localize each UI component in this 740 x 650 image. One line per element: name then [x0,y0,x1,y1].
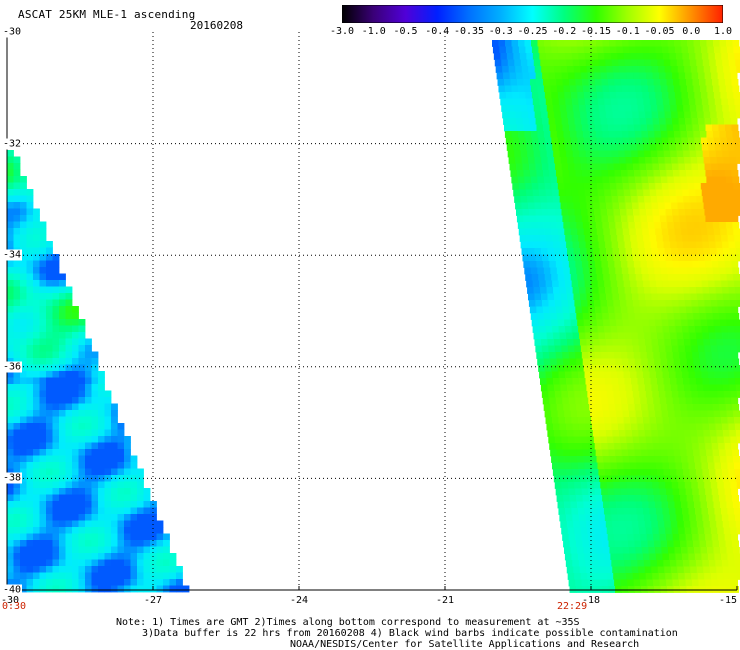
colorbar-tick-label: 0.0 [682,26,701,37]
colorbar-tick-label: -0.25 [517,26,548,37]
colorbar-tick-label: -1.0 [361,26,386,37]
latitude-label: -34 [2,249,23,261]
colorbar-tick-label: 1.0 [713,26,733,37]
map-grid [7,32,737,590]
colorbar-tick-label: -0.4 [425,26,450,37]
longitude-label: -24 [289,595,309,606]
map-date: 20160208 [190,19,243,32]
pass-time-left: 0:30 [2,601,27,612]
colorbar [342,5,723,23]
map-title: ASCAT 25KM MLE-1 ascending [18,8,196,21]
latitude-label: -40 [2,584,23,596]
footnote-line-1: Note: 1) Times are GMT 2)Times along bot… [116,617,580,628]
longitude-label: -18 [581,595,601,606]
longitude-label: -21 [435,595,455,606]
colorbar-tick-label: -0.5 [393,26,418,37]
footnote-line-2: 3)Data buffer is 22 hrs from 20160208 4)… [142,628,678,639]
latitude-label: -38 [2,472,23,484]
colorbar-tick-label: -0.15 [580,26,612,37]
latitude-label: -32 [2,138,23,150]
latitude-label: -30 [2,26,23,38]
colorbar-tick-label: -0.3 [488,26,513,37]
colorbar-gradient [342,5,723,23]
colorbar-tick-label: -3.0 [329,26,355,37]
colorbar-tick-label: -0.2 [552,26,577,37]
longitude-label: -15 [718,595,738,606]
longitude-label: -27 [143,595,163,606]
colorbar-tick-label: -0.1 [615,26,640,37]
colorbar-tick-label: -0.05 [644,26,675,37]
right-swath [492,40,740,593]
pass-time-right: 22:29 [557,601,588,612]
footnote-line-3: NOAA/NESDIS/Center for Satellite Applica… [290,639,640,650]
left-swath [7,150,190,593]
colorbar-tick-label: -0.35 [453,26,485,37]
latitude-label: -36 [2,361,23,373]
longitude-label: -30 [0,595,20,606]
